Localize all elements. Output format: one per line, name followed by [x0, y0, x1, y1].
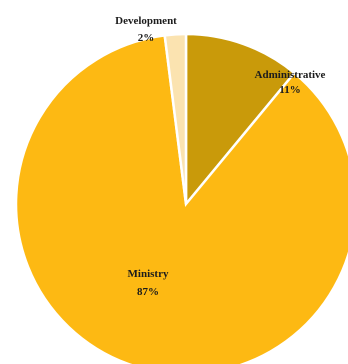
pie-slices — [14, 32, 348, 364]
pie-labels: Administrative 11% Ministry 87% Development 2… — [115, 15, 325, 298]
slice-label-ministry: Ministry — [128, 268, 169, 280]
slice-label-development: Development — [115, 15, 177, 27]
slice-percent-development: 2% — [138, 32, 155, 44]
slice-percent-administrative: 11% — [279, 84, 300, 96]
pie-slice-development — [163, 32, 188, 205]
pie-slice-administrative — [184, 32, 297, 208]
pie-slice-ministry — [14, 33, 348, 364]
slice-label-administrative: Administrative — [255, 69, 326, 81]
slice-percent-ministry: 87% — [137, 286, 159, 298]
